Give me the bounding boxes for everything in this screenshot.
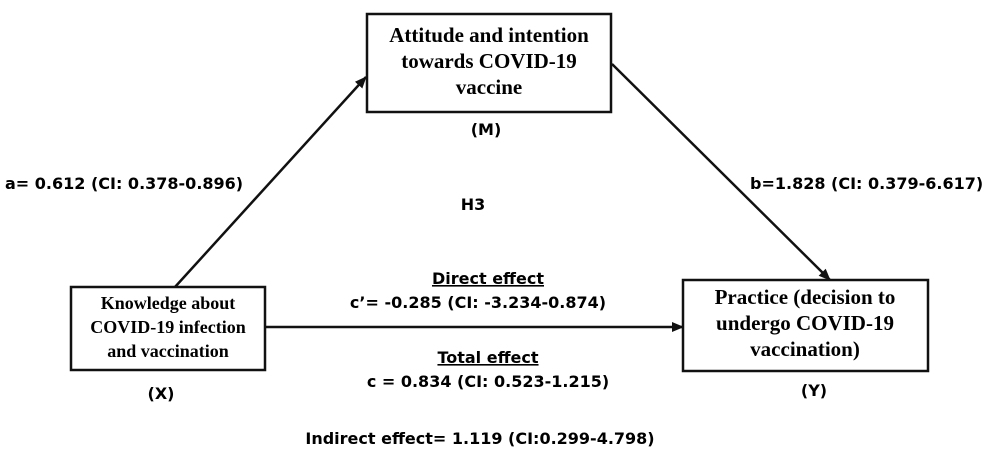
node-label: and vaccination xyxy=(107,341,229,361)
total-title: Total effect xyxy=(437,348,538,367)
node-box xyxy=(681,278,930,373)
node-box xyxy=(365,12,613,114)
node-tag: (Y) xyxy=(801,381,827,400)
direct-effect: c’= -0.285 (CI: -3.234-0.874) xyxy=(350,293,606,312)
node-label: towards COVID-19 xyxy=(401,49,577,73)
hypothesis: H3 xyxy=(461,195,486,214)
node-tag: (M) xyxy=(471,120,502,139)
path-b: b=1.828 (CI: 0.379-6.617) xyxy=(750,174,983,193)
path-a: a= 0.612 (CI: 0.378-0.896) xyxy=(5,174,243,193)
node-label: Attitude and intention xyxy=(389,23,589,47)
node-label: vaccine xyxy=(456,75,522,99)
arrow-b xyxy=(611,63,831,281)
node-label: vaccination) xyxy=(750,337,860,361)
indirect-effect: Indirect effect= 1.119 (CI:0.299-4.798) xyxy=(305,429,654,448)
total-effect: c = 0.834 (CI: 0.523-1.215) xyxy=(367,372,609,391)
arrow-a xyxy=(174,76,367,288)
node-label: COVID-19 infection xyxy=(90,317,246,337)
node-label: Practice (decision to xyxy=(715,285,896,309)
node-label: undergo COVID-19 xyxy=(716,311,894,335)
direct-title: Direct effect xyxy=(432,269,544,288)
node-label: Knowledge about xyxy=(101,293,236,313)
node-tag: (X) xyxy=(148,384,175,403)
node-box xyxy=(69,285,267,372)
